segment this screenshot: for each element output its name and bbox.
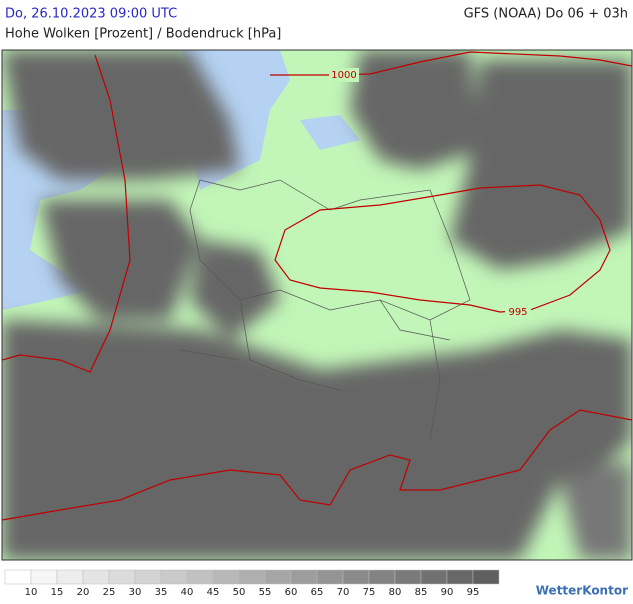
datetime: Do, 26.10.2023 09:00 UTC (5, 7, 177, 22)
legend-swatch (82, 569, 110, 585)
legend-label: 10 (25, 587, 38, 598)
legend-label: 15 (51, 587, 64, 598)
isobar-label-bg (505, 305, 531, 319)
legend-label: 85 (415, 587, 428, 598)
legend-label: 35 (155, 587, 168, 598)
legend-swatch (30, 569, 58, 585)
isobar-label: 1000 (331, 70, 356, 81)
legend-swatch (264, 569, 292, 585)
legend-swatch (238, 569, 266, 585)
legend-label: 60 (285, 587, 298, 598)
legend-swatch (4, 569, 32, 585)
legend-swatch (108, 569, 136, 585)
logo: WetterKontor (536, 584, 628, 598)
legend-swatch (186, 569, 214, 585)
subtitle: Hohe Wolken [Prozent] / Bodendruck [hPa] (5, 27, 281, 42)
isobar-label: 995 (508, 307, 527, 318)
legend-label: 55 (259, 587, 272, 598)
legend-label: 25 (103, 587, 116, 598)
legend-swatch (394, 569, 422, 585)
legend: 10 15 20 25 30 35 40 45 50 55 60 65 70 75 80 85 90 95 (4, 569, 500, 598)
legend-swatch (420, 569, 448, 585)
legend-label: 45 (207, 587, 220, 598)
model-run: GFS (NOAA) Do 06 + 03h (464, 7, 628, 22)
legend-label: 90 (441, 587, 454, 598)
legend-label: 30 (129, 587, 142, 598)
legend-swatch (446, 569, 474, 585)
legend-swatch (160, 569, 188, 585)
legend-swatch (472, 569, 500, 585)
legend-label: 20 (77, 587, 90, 598)
map: 1000 995 (2, 50, 632, 560)
legend-label: 75 (363, 587, 376, 598)
legend-swatch (290, 569, 318, 585)
legend-label: 80 (389, 587, 402, 598)
legend-label: 95 (467, 587, 480, 598)
legend-label: 70 (337, 587, 350, 598)
legend-swatch (56, 569, 84, 585)
legend-swatch (368, 569, 396, 585)
legend-swatch (212, 569, 240, 585)
legend-swatch (134, 569, 162, 585)
legend-swatch (342, 569, 370, 585)
legend-label: 50 (233, 587, 246, 598)
legend-label: 65 (311, 587, 324, 598)
cloud-cover (2, 50, 632, 560)
legend-label: 40 (181, 587, 194, 598)
legend-swatch (316, 569, 344, 585)
isobar-label-bg (329, 68, 359, 82)
borders (179, 179, 471, 441)
map-frame (1, 49, 633, 561)
